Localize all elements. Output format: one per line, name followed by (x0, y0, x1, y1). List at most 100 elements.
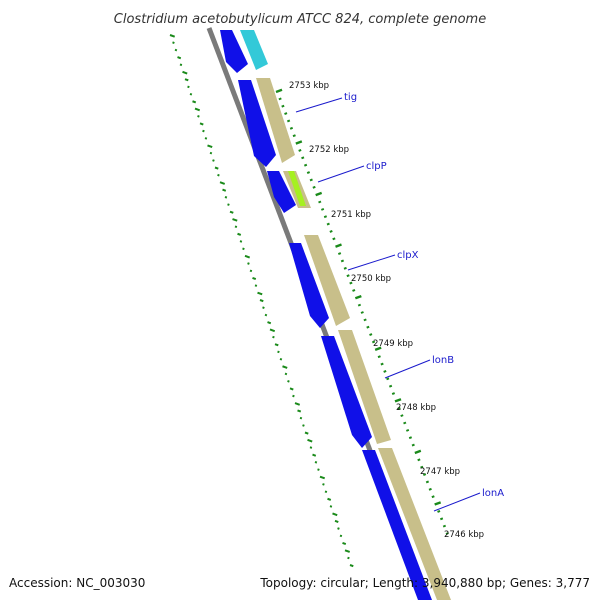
minor-tick (340, 259, 345, 263)
gc-skew-mark (269, 328, 276, 333)
gc-skew-mark (217, 173, 220, 177)
major-tick (354, 294, 362, 300)
gc-skew-mark (172, 41, 175, 44)
minor-tick (326, 222, 330, 226)
minor-tick (371, 340, 376, 344)
gc-skew-mark (314, 461, 318, 464)
minor-tick (397, 406, 401, 410)
gene-leader-line (295, 97, 343, 113)
cds-arrow[interactable] (238, 80, 276, 167)
gene-label-clpP[interactable]: clpP (366, 161, 387, 172)
gc-skew-mark (277, 350, 280, 354)
tick-label: 2747 kbp (420, 467, 460, 477)
minor-tick (422, 473, 427, 476)
gc-skew-mark (259, 299, 264, 303)
gc-skew-mark (262, 306, 265, 309)
major-tick (414, 449, 422, 455)
map-title: Clostridium acetobutylicum ATCC 824, com… (114, 12, 486, 27)
tick-label: 2748 kbp (396, 403, 436, 413)
minor-tick (366, 325, 370, 329)
gc-skew-mark (174, 48, 178, 52)
major-tick (374, 346, 382, 351)
minor-tick (405, 428, 410, 432)
minor-tick (352, 288, 356, 292)
tick-label: 2750 kbp (351, 274, 391, 284)
gc-skew-mark (179, 63, 183, 67)
cds-arrow[interactable] (321, 336, 372, 448)
gc-skew-mark (252, 276, 257, 281)
accession-text: Accession: NC_003030 (9, 576, 145, 590)
gc-skew-mark (292, 394, 295, 398)
topology-text: Topology: circular; Length: 3,940,880 bp… (259, 576, 590, 590)
gc-skew-mark (274, 343, 279, 347)
gc-skew-mark (192, 100, 197, 104)
minor-tick (332, 237, 336, 241)
gc-skew-mark (307, 438, 313, 443)
gc-skew-mark (244, 254, 251, 259)
gene-label-clpX[interactable]: clpX (397, 250, 419, 261)
gc-skew-mark (289, 387, 294, 391)
feature-clpP-highlight[interactable] (288, 171, 306, 206)
gc-skew-mark (187, 85, 190, 89)
feature-tig[interactable] (240, 30, 268, 70)
gc-skew-mark (282, 365, 288, 369)
tick-label: 2752 kbp (309, 145, 349, 155)
gene-label-lonB[interactable]: lonB (432, 355, 454, 366)
minor-tick (289, 126, 294, 130)
major-tick (315, 191, 323, 197)
gc-skew-mark (302, 424, 305, 427)
feature-lonA[interactable] (378, 448, 451, 600)
feature-lonB[interactable] (338, 330, 391, 444)
gc-skew-mark (304, 431, 309, 435)
gc-skew-mark (209, 151, 213, 155)
gc-skew-mark (197, 115, 200, 118)
cds-arrow[interactable] (267, 171, 296, 213)
gc-skew-mark (214, 166, 219, 170)
cds-arrow[interactable] (289, 243, 329, 328)
minor-tick (380, 362, 384, 366)
gc-skew-mark (267, 321, 272, 325)
minor-tick (292, 134, 296, 138)
gc-skew-mark (207, 144, 213, 149)
feature-clpX[interactable] (304, 235, 350, 326)
gc-skew-mark (309, 446, 313, 449)
gc-skew-mark (332, 512, 338, 517)
gc-skew-mark (232, 218, 238, 222)
minor-tick (306, 171, 311, 174)
gene-label-tig[interactable]: tig (344, 92, 357, 103)
major-tick (295, 140, 303, 145)
minor-tick (346, 274, 350, 278)
gc-skew-mark (319, 475, 326, 480)
tick-label: 2749 kbp (373, 339, 413, 349)
gc-skew-mark (349, 564, 354, 568)
gc-skew-mark (239, 240, 243, 243)
gene-leader-line (317, 165, 365, 183)
minor-tick (309, 178, 313, 182)
gc-skew-mark (342, 541, 347, 546)
minor-tick (337, 252, 342, 255)
cds-arrow[interactable] (362, 450, 432, 600)
gc-skew-mark (219, 181, 226, 185)
gc-skew-mark (169, 34, 176, 38)
gc-skew-mark (249, 269, 253, 273)
gc-skew-mark (344, 549, 351, 553)
minor-tick (391, 392, 396, 395)
cds-arrow[interactable] (220, 30, 248, 73)
gc-skew-mark (339, 534, 343, 538)
minor-tick (363, 318, 367, 322)
minor-tick (411, 443, 415, 447)
feature-tig-cds[interactable] (256, 78, 295, 163)
minor-tick (318, 200, 322, 204)
minor-tick (278, 97, 282, 101)
minor-tick (360, 311, 364, 314)
gc-skew-mark (204, 137, 208, 140)
minor-tick (445, 532, 449, 535)
minor-tick (343, 266, 347, 270)
gc-skew-mark (257, 291, 263, 296)
gc-skew-mark (222, 188, 227, 192)
minor-tick (312, 185, 316, 189)
tick-label: 2753 kbp (289, 81, 329, 91)
feature-track (240, 30, 451, 600)
gene-label-lonA[interactable]: lonA (482, 488, 504, 499)
gc-skew-mark (347, 556, 350, 560)
